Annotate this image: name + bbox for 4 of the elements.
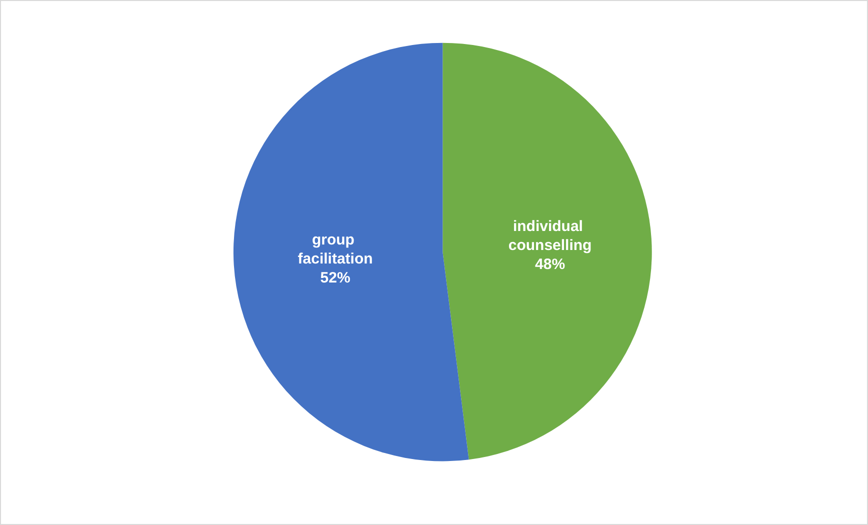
slice-label: individual counselling [508, 218, 592, 254]
data-label: 52% [320, 269, 350, 286]
data-label: 48% [535, 256, 566, 273]
slice-label: group facilitation [298, 231, 373, 268]
